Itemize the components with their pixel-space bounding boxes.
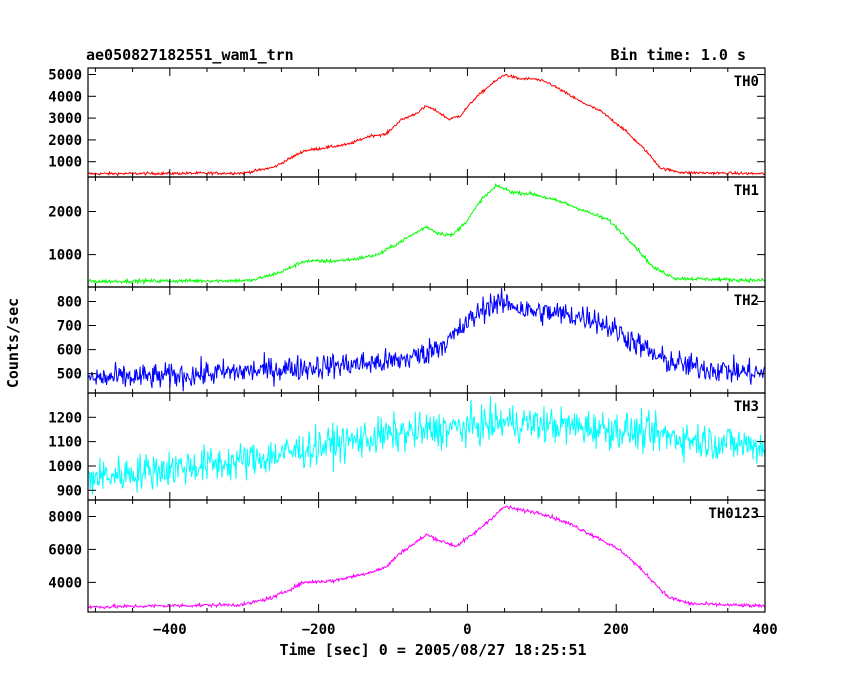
- y-tick-label: 900: [57, 483, 82, 499]
- series-line-th0123: [87, 505, 766, 610]
- x-tick-label: −400: [153, 622, 187, 638]
- y-tick-label: 6000: [48, 542, 82, 558]
- series-line-th1: [87, 183, 766, 286]
- panel-label-th0123: TH0123: [708, 506, 759, 522]
- y-tick-label: 1000: [48, 155, 82, 171]
- panel-label-th0: TH0: [734, 74, 759, 90]
- x-axis-title: Time [sec] 0 = 2005/08/27 18:25:51: [279, 641, 586, 659]
- x-tick-label: 0: [463, 622, 471, 638]
- y-tick-label: 700: [57, 319, 82, 335]
- series-line-th0: [87, 73, 766, 177]
- y-axis-title: Counts/sec: [4, 298, 22, 388]
- y-tick-label: 8000: [48, 510, 82, 526]
- x-tick-label: −200: [302, 622, 336, 638]
- panel-frame: [87, 392, 766, 501]
- y-tick-label: 2000: [48, 133, 82, 149]
- y-tick-label: 1200: [48, 410, 82, 426]
- y-tick-label: 1100: [48, 435, 82, 451]
- y-tick-label: 500: [57, 367, 82, 383]
- y-tick-label: 4000: [48, 89, 82, 105]
- y-tick-label: 3000: [48, 111, 82, 127]
- panel-label-th1: TH1: [734, 183, 759, 199]
- y-tick-label: 4000: [48, 575, 82, 591]
- y-tick-label: 5000: [48, 68, 82, 84]
- chart-title: ae050827182551_wam1_trn: [86, 46, 294, 64]
- panel-th1: 1000 2000 TH1: [48, 176, 766, 288]
- y-tick-label: 1000: [48, 459, 82, 475]
- panel-frame: [87, 499, 766, 613]
- x-tick-label: 200: [604, 622, 629, 638]
- y-tick-label: 800: [57, 295, 82, 311]
- panel-frame: [87, 67, 766, 178]
- series-line-th3: [87, 396, 766, 494]
- panel-frame: [87, 286, 766, 394]
- x-tick-label: 400: [752, 622, 777, 638]
- panel-th3: 900 1000 1100 1200 TH3: [48, 392, 766, 501]
- bin-time-label: Bin time: 1.0 s: [611, 46, 746, 64]
- panel-label-th2: TH2: [734, 293, 759, 309]
- y-tick-label: 1000: [48, 248, 82, 264]
- panel-th2: 500 600 700 800 TH2: [57, 286, 766, 394]
- series-line-th2: [87, 287, 766, 392]
- y-tick-label: 600: [57, 343, 82, 359]
- panel-th0123: 4000 6000 8000 TH0123: [48, 499, 766, 613]
- panel-label-th3: TH3: [734, 399, 759, 415]
- y-tick-label: 2000: [48, 205, 82, 221]
- panel-th0: 1000 2000 3000 4000 5000 TH0: [48, 67, 766, 178]
